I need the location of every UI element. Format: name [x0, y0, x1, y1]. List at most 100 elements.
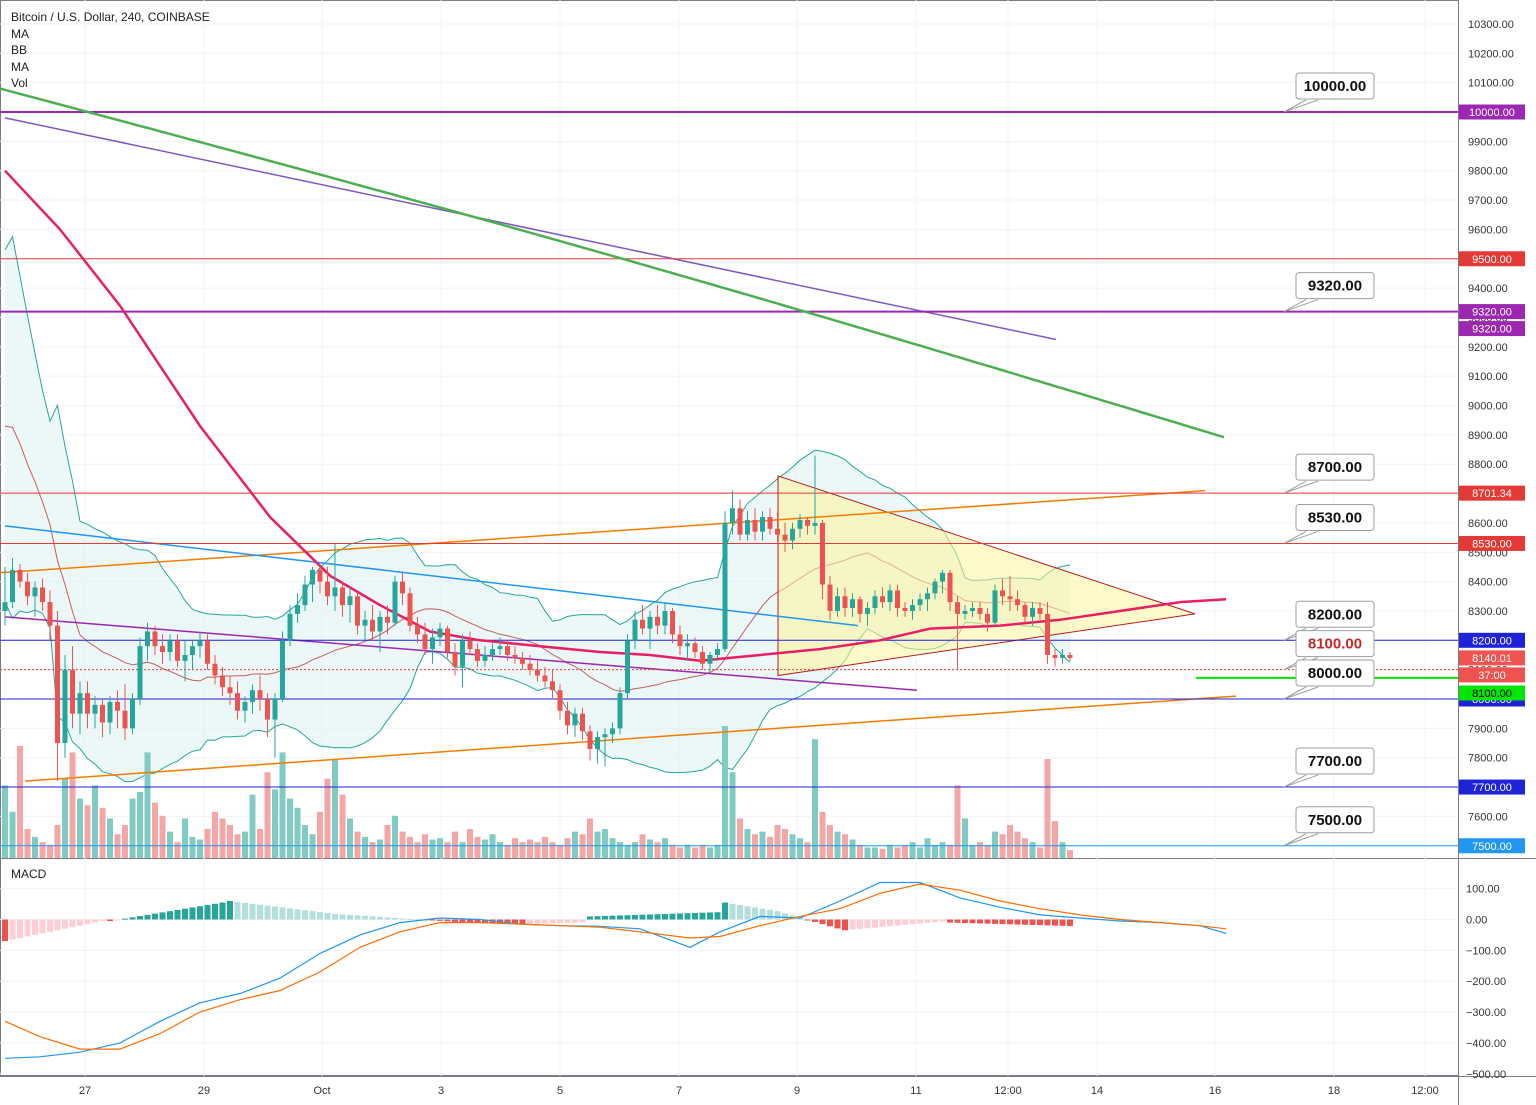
candle-body	[1000, 590, 1005, 597]
level-callout: 9320.00	[1283, 272, 1375, 313]
candle-body	[722, 522, 728, 650]
volume-bar	[227, 825, 233, 858]
callout-label: 8200.00	[1308, 606, 1362, 623]
candle-body	[617, 693, 623, 729]
volume-bar	[984, 844, 991, 858]
candle-body	[850, 599, 855, 609]
macd-histogram-bar	[227, 900, 233, 920]
macd-histogram-bar	[459, 919, 466, 923]
volume-bar	[1052, 821, 1058, 858]
price-tag-label: 9500.00	[1472, 254, 1512, 266]
volume-bar	[167, 831, 173, 858]
macd-histogram-bar	[467, 919, 473, 923]
callout-box	[1295, 806, 1375, 834]
macd-histogram-bar	[594, 916, 601, 920]
macd-histogram-bar	[504, 919, 511, 924]
volume-bar	[737, 818, 743, 858]
candle-body	[707, 654, 713, 664]
volume-bar	[722, 726, 728, 858]
candle-body	[625, 640, 630, 694]
macd-histogram-bar	[819, 919, 826, 925]
macd-histogram-bar	[452, 919, 458, 922]
bollinger-band	[4, 235, 1071, 783]
candle-body	[497, 646, 503, 650]
callout-box	[1295, 630, 1375, 658]
macd-histogram-bar	[174, 909, 181, 920]
time-tick-label: 3	[438, 1085, 444, 1097]
macd-histogram-bar	[317, 912, 323, 920]
indicator-vol[interactable]: Vol	[11, 76, 28, 90]
candle-body	[685, 643, 690, 647]
price-tick-label: 8900.00	[1468, 430, 1508, 442]
volume-bar	[1037, 847, 1043, 858]
volume-bar	[729, 772, 736, 858]
macd-tick-label: −500.00	[1466, 1069, 1506, 1081]
candle-body	[895, 590, 900, 609]
candle-body	[662, 610, 668, 626]
macd-histogram-bar	[384, 917, 391, 920]
volume-bar	[77, 798, 83, 858]
candle-body	[827, 584, 833, 611]
volume-bar	[812, 739, 818, 858]
candle-body	[527, 663, 533, 670]
candle-body	[857, 599, 863, 614]
candle-body	[482, 654, 488, 661]
candle-body	[610, 728, 615, 735]
macd-histogram-bar	[182, 908, 188, 920]
volume-bar	[804, 842, 811, 858]
callout-label: 8530.00	[1308, 509, 1362, 526]
candle-body	[325, 581, 330, 597]
candle-body	[865, 608, 870, 614]
indicator-bb[interactable]: BB	[11, 43, 28, 57]
candle-body	[17, 569, 23, 582]
candle-body	[92, 704, 98, 714]
volume-bar	[594, 831, 601, 858]
volume-bar	[924, 838, 931, 858]
candle-body	[175, 640, 180, 661]
macd-histogram-bar	[557, 919, 563, 924]
candle-body	[782, 534, 788, 541]
candle-body	[587, 731, 593, 749]
macd-histogram-bar	[782, 913, 788, 920]
macd-histogram-bar	[1044, 919, 1051, 926]
candle-body	[145, 631, 150, 647]
candle-body	[842, 596, 848, 609]
macd-histogram-bar	[159, 912, 166, 920]
macd-tick-label: −200.00	[1466, 976, 1506, 988]
macd-histogram-bar	[947, 919, 953, 923]
volume-bar	[542, 836, 548, 858]
volume-bar	[249, 794, 256, 858]
macd-histogram-bar	[609, 915, 616, 920]
volume-bar	[797, 838, 803, 858]
macd-histogram-bar	[347, 914, 353, 920]
macd-histogram-bar	[47, 919, 53, 932]
volume-bar	[572, 831, 578, 858]
macd-histogram-bar	[249, 903, 256, 920]
candle-body	[947, 572, 953, 603]
candle-body	[602, 734, 608, 738]
candle-body	[182, 654, 188, 661]
volume-bar	[287, 798, 293, 858]
chart-legend: Bitcoin / U.S. Dollar, 240, COINBASE MA …	[11, 9, 210, 92]
candle-body	[32, 587, 38, 597]
macd-histogram-bar	[519, 919, 526, 924]
callout-label: 7500.00	[1308, 812, 1362, 829]
price-tick-label: 8800.00	[1468, 459, 1508, 471]
indicator-ma[interactable]: MA	[11, 26, 29, 41]
volume-bar	[909, 842, 916, 858]
macd-histogram-bar	[212, 903, 218, 920]
candle-body	[1045, 613, 1050, 655]
macd-histogram-bar	[587, 916, 593, 920]
callout-pointer	[1283, 99, 1319, 113]
macd-histogram-bar	[339, 914, 346, 920]
macd-histogram-bar	[999, 919, 1006, 925]
candle-body	[355, 596, 360, 626]
volume-bar	[294, 807, 301, 858]
indicator-ma-2[interactable]: MA	[11, 59, 29, 74]
volume-bar	[857, 844, 863, 858]
candle-body	[932, 581, 938, 594]
candle-body	[265, 699, 270, 720]
volume-bar	[384, 825, 391, 858]
candle-body	[235, 693, 240, 711]
